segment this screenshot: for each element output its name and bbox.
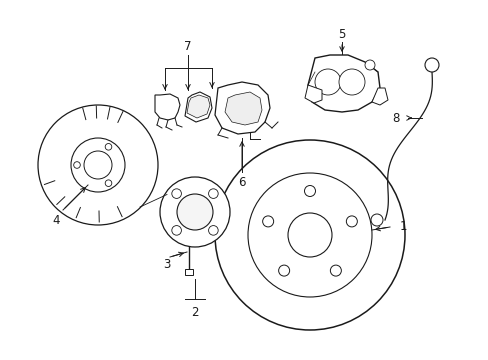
Circle shape bbox=[71, 138, 125, 192]
Polygon shape bbox=[155, 94, 180, 120]
Circle shape bbox=[247, 173, 371, 297]
Text: 8: 8 bbox=[391, 112, 399, 125]
Circle shape bbox=[74, 162, 80, 168]
Circle shape bbox=[171, 189, 181, 198]
Circle shape bbox=[105, 144, 112, 150]
Circle shape bbox=[346, 216, 357, 227]
Circle shape bbox=[84, 151, 112, 179]
Circle shape bbox=[304, 185, 315, 197]
Circle shape bbox=[338, 69, 364, 95]
Circle shape bbox=[208, 226, 218, 235]
Polygon shape bbox=[224, 92, 262, 125]
Text: 3: 3 bbox=[163, 258, 170, 271]
Polygon shape bbox=[215, 82, 269, 134]
Circle shape bbox=[177, 194, 213, 230]
Polygon shape bbox=[186, 95, 209, 118]
Text: 2: 2 bbox=[191, 306, 198, 319]
Polygon shape bbox=[305, 85, 321, 103]
Text: 6: 6 bbox=[238, 176, 245, 189]
Circle shape bbox=[105, 180, 112, 186]
Circle shape bbox=[215, 140, 404, 330]
Polygon shape bbox=[371, 88, 387, 105]
Circle shape bbox=[370, 214, 382, 226]
Polygon shape bbox=[184, 269, 193, 275]
Circle shape bbox=[424, 58, 438, 72]
Text: 4: 4 bbox=[52, 213, 60, 226]
Circle shape bbox=[38, 105, 158, 225]
Circle shape bbox=[330, 265, 341, 276]
Circle shape bbox=[208, 189, 218, 198]
Circle shape bbox=[314, 69, 340, 95]
Polygon shape bbox=[307, 55, 379, 112]
Text: 7: 7 bbox=[184, 40, 191, 53]
Circle shape bbox=[171, 226, 181, 235]
Circle shape bbox=[160, 177, 229, 247]
Circle shape bbox=[287, 213, 331, 257]
Circle shape bbox=[278, 265, 289, 276]
Circle shape bbox=[364, 60, 374, 70]
Text: 1: 1 bbox=[398, 220, 406, 234]
Polygon shape bbox=[184, 92, 212, 122]
Circle shape bbox=[262, 216, 273, 227]
Text: 5: 5 bbox=[338, 27, 345, 41]
